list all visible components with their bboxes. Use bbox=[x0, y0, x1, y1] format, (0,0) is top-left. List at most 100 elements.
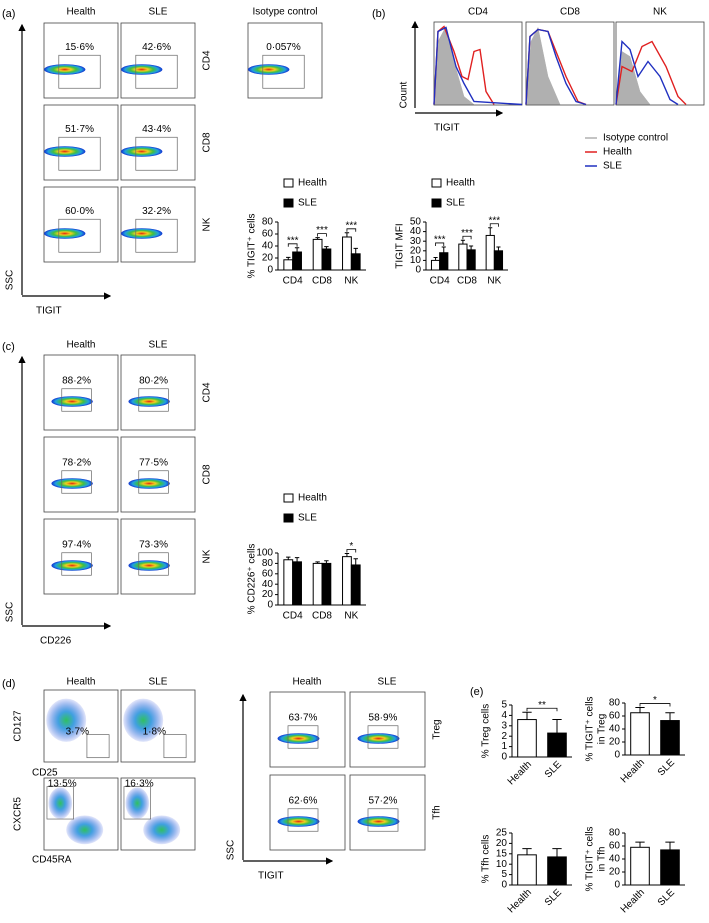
legend-label: SLE bbox=[298, 198, 317, 209]
x-tick-label: Health bbox=[506, 887, 534, 915]
gate bbox=[61, 552, 92, 576]
gate-percent: 32·2% bbox=[142, 206, 171, 217]
cell-cloud bbox=[125, 787, 150, 820]
y-tick-label: 40 bbox=[262, 579, 274, 590]
error-bar bbox=[635, 707, 645, 713]
y-tick-label: 0 bbox=[267, 265, 273, 276]
x-tick-label: CD8 bbox=[457, 276, 477, 287]
bar bbox=[430, 259, 441, 271]
error-bar bbox=[315, 237, 320, 240]
error-bar bbox=[665, 712, 675, 721]
y-tick-label: 5 bbox=[501, 869, 507, 880]
error-bar bbox=[460, 239, 465, 245]
legend-swatch bbox=[283, 513, 294, 523]
bar bbox=[321, 248, 332, 271]
gate bbox=[58, 136, 101, 171]
axis-label: % Tfh cells bbox=[481, 835, 492, 884]
legend-label: Health bbox=[298, 178, 327, 189]
gate-percent: 78·2% bbox=[62, 457, 91, 468]
x-tick-label: NK bbox=[487, 276, 501, 287]
legend-swatch bbox=[431, 198, 442, 208]
legend-label: SLE bbox=[603, 161, 622, 172]
flow-plot bbox=[43, 22, 119, 99]
error-bar bbox=[324, 560, 329, 564]
axis-label: in Tfh bbox=[597, 847, 608, 872]
cell-cloud bbox=[66, 815, 104, 845]
significance: *** bbox=[345, 220, 357, 231]
legend-label: Health bbox=[298, 493, 327, 504]
cell-density bbox=[357, 816, 400, 827]
error-bar bbox=[344, 232, 350, 237]
y-tick-label: 5 bbox=[501, 700, 507, 711]
axis-label: % CD226⁺ cells bbox=[247, 544, 258, 615]
legend-swatch bbox=[283, 178, 294, 188]
x-tick-label: SLE bbox=[656, 887, 677, 908]
gate-percent: 57·2% bbox=[369, 795, 398, 806]
axis-label: CD45RA bbox=[32, 855, 72, 866]
significance-bracket bbox=[435, 242, 445, 246]
row-label: CD4 bbox=[202, 50, 213, 70]
bar bbox=[439, 252, 449, 271]
panel-label: (b) bbox=[372, 8, 385, 20]
cell-density bbox=[248, 64, 290, 75]
error-bar bbox=[433, 257, 438, 261]
y-tick-label: 0 bbox=[501, 752, 507, 763]
gate-percent: 97·4% bbox=[62, 539, 91, 550]
gate bbox=[138, 470, 169, 494]
flow-plot bbox=[43, 354, 119, 431]
column-header: SLE bbox=[378, 677, 397, 688]
bar bbox=[466, 249, 476, 271]
bar bbox=[517, 854, 537, 886]
error-bar bbox=[286, 556, 291, 560]
legend-label: Isotype control bbox=[603, 133, 668, 144]
row-label: CD8 bbox=[202, 464, 213, 484]
y-tick-label: 80 bbox=[262, 558, 274, 569]
gate-percent: 15·6% bbox=[65, 42, 94, 53]
significance: *** bbox=[461, 228, 473, 239]
gate-percent: 73·3% bbox=[139, 539, 168, 550]
bar bbox=[350, 253, 361, 271]
column-header: Health bbox=[293, 677, 322, 688]
gate bbox=[86, 734, 110, 759]
cell-density bbox=[51, 478, 93, 489]
cell-density bbox=[128, 478, 170, 489]
legend-label: Health bbox=[446, 178, 475, 189]
significance-bracket bbox=[526, 707, 558, 712]
y-tick-label: 20 bbox=[496, 838, 508, 849]
significance-bracket bbox=[639, 703, 671, 707]
y-tick-label: 20 bbox=[609, 867, 621, 878]
bar bbox=[630, 846, 650, 886]
bar bbox=[660, 849, 680, 886]
column-header: CD8 bbox=[560, 7, 580, 18]
flow-plot bbox=[247, 22, 323, 99]
error-bar bbox=[294, 247, 300, 252]
cell-cloud bbox=[143, 815, 181, 845]
y-tick-label: 30 bbox=[410, 236, 422, 247]
y-tick-label: 80 bbox=[262, 217, 274, 228]
flow-plot bbox=[43, 186, 119, 263]
y-tick-label: 80 bbox=[609, 698, 621, 709]
flow-plot bbox=[43, 518, 119, 595]
significance-bracket bbox=[462, 235, 472, 240]
error-bar bbox=[353, 247, 358, 254]
significance: *** bbox=[434, 235, 446, 246]
error-bar bbox=[635, 841, 645, 848]
flow-plot bbox=[120, 22, 196, 99]
bar bbox=[283, 559, 294, 606]
y-tick-label: 20 bbox=[262, 253, 274, 264]
y-tick-label: 60 bbox=[262, 229, 274, 240]
gate bbox=[135, 54, 178, 89]
bar bbox=[493, 250, 504, 271]
bar bbox=[547, 856, 567, 886]
significance-bracket bbox=[346, 549, 357, 553]
cell-density bbox=[277, 733, 320, 744]
error-bar bbox=[315, 561, 320, 564]
legend-label: Health bbox=[603, 147, 632, 158]
gate bbox=[135, 136, 178, 171]
flow-plot bbox=[349, 774, 426, 851]
flow-plot bbox=[120, 518, 196, 595]
bar bbox=[350, 564, 361, 606]
row-label: Tfh bbox=[432, 805, 443, 819]
error-bar bbox=[522, 711, 532, 720]
